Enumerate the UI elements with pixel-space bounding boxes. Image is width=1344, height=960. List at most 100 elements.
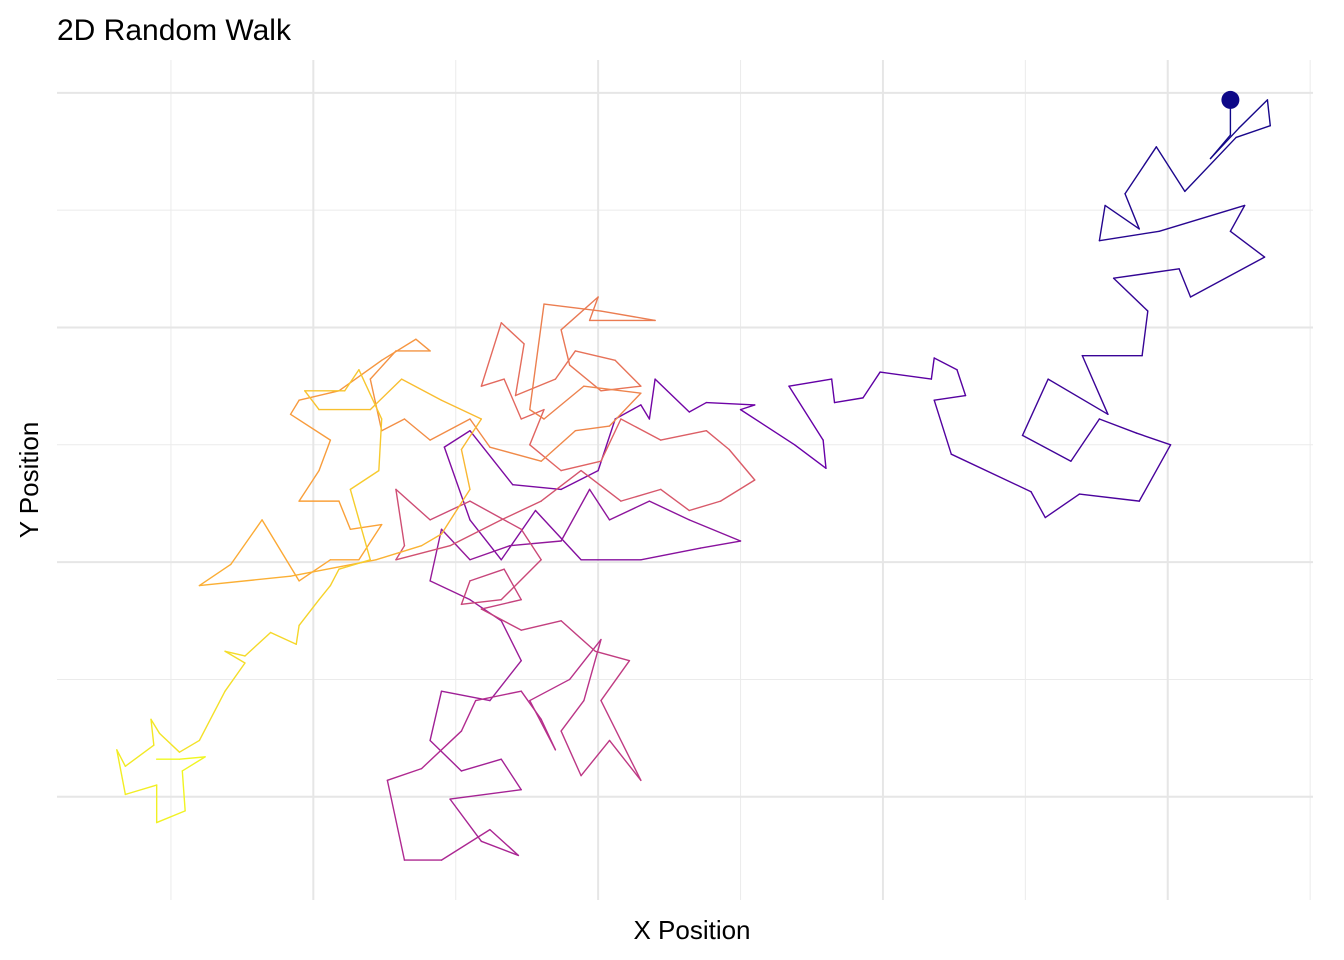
walk-segment: [833, 397, 864, 404]
walk-segment: [1021, 434, 1072, 462]
walk-segment: [540, 469, 582, 502]
walk-segment: [349, 469, 380, 491]
walk-segment: [469, 519, 502, 561]
walk-segment: [1138, 444, 1172, 502]
walk-segment: [420, 730, 463, 770]
walk-segment: [480, 608, 522, 631]
walk-segment: [358, 523, 383, 561]
walk-segment: [440, 828, 491, 861]
walk-segment: [640, 404, 651, 420]
walk-segment: [534, 509, 582, 561]
x-axis-title: X Position: [633, 915, 750, 945]
walk-segment: [608, 739, 642, 782]
walk-segment: [480, 840, 520, 857]
walk-segment: [224, 650, 246, 657]
walk-segment: [614, 404, 642, 420]
walk-segment: [879, 371, 933, 380]
walk-segment: [1209, 127, 1240, 160]
walk-segment: [386, 767, 423, 782]
walk-segment: [543, 385, 585, 420]
walk-segment: [298, 469, 320, 502]
walk-segment: [429, 418, 471, 441]
walk-segment: [1104, 204, 1140, 230]
walk-segment: [554, 350, 577, 380]
walk-segment: [150, 718, 161, 735]
walk-segment: [415, 338, 431, 352]
walk-segment: [358, 369, 383, 420]
walk-segment: [230, 519, 263, 566]
walk-segment: [150, 718, 155, 746]
walk-segment: [1178, 268, 1192, 298]
walk-segment: [295, 624, 300, 645]
grid: [57, 60, 1313, 900]
walk-segment: [1189, 256, 1266, 298]
walk-segment: [289, 413, 332, 441]
walk-segment: [395, 488, 406, 547]
walk-segment: [469, 500, 522, 530]
walk-segment: [1229, 230, 1266, 258]
walk-segment: [1030, 491, 1046, 519]
walk-segment: [318, 584, 332, 601]
walk-segment: [620, 488, 662, 502]
walk-segment: [1229, 204, 1246, 232]
walk-segment: [469, 568, 505, 582]
walk-segment: [1141, 310, 1149, 357]
walk-segment: [600, 699, 642, 782]
walk-segment: [298, 598, 320, 627]
walk-segment: [449, 798, 483, 843]
walk-segment: [520, 408, 545, 420]
walk-segment: [224, 650, 246, 664]
walk-segment: [529, 678, 571, 702]
walk-segment: [514, 378, 557, 397]
walk-segment: [614, 359, 642, 387]
walk-segment: [660, 430, 708, 441]
walk-segment: [480, 598, 522, 610]
walk-segment: [583, 638, 602, 702]
walk-segment: [580, 469, 622, 502]
walk-segment: [1021, 378, 1049, 437]
walk-segment: [489, 446, 542, 462]
walk-segment: [500, 758, 522, 791]
walk-segment: [1238, 99, 1269, 129]
walk-segment: [198, 690, 226, 742]
walk-segment: [600, 385, 642, 392]
walk-segment: [608, 500, 651, 521]
walk-segment: [1098, 418, 1138, 434]
walk-segment: [460, 598, 502, 606]
walk-segment: [1155, 146, 1186, 193]
walk-segment: [520, 620, 562, 631]
walk-segment: [560, 296, 599, 331]
walk-segment: [124, 744, 155, 767]
start-point: [1221, 90, 1240, 109]
walk-segment: [574, 425, 611, 432]
walk-segment: [568, 364, 602, 392]
walk-segment: [933, 394, 967, 401]
walk-segment: [540, 430, 577, 462]
walk-segment: [318, 439, 332, 472]
walk-segment: [380, 418, 406, 432]
walk-segment: [440, 399, 483, 420]
walk-segment: [529, 303, 545, 411]
walk-segment: [529, 408, 545, 446]
walk-segment: [950, 453, 1032, 493]
walk-segment: [443, 430, 471, 448]
walk-segment: [660, 488, 690, 512]
walk-segment: [788, 385, 824, 441]
walk-segment: [369, 350, 397, 380]
walk-segment: [400, 378, 443, 401]
walk-segment: [289, 399, 300, 416]
walk-segment: [338, 359, 383, 392]
walk-segment: [500, 500, 542, 521]
walk-segment: [474, 690, 522, 702]
walk-segment: [560, 620, 596, 652]
walk-segment: [469, 430, 514, 486]
walk-segment: [1124, 146, 1158, 195]
walk-segment: [469, 418, 491, 448]
walk-segment: [588, 488, 611, 521]
walk-segment: [386, 779, 406, 861]
walk-segment: [514, 343, 525, 397]
walk-segment: [739, 404, 756, 411]
walk-segment: [158, 732, 181, 753]
y-axis-title: Y Position: [14, 422, 44, 539]
